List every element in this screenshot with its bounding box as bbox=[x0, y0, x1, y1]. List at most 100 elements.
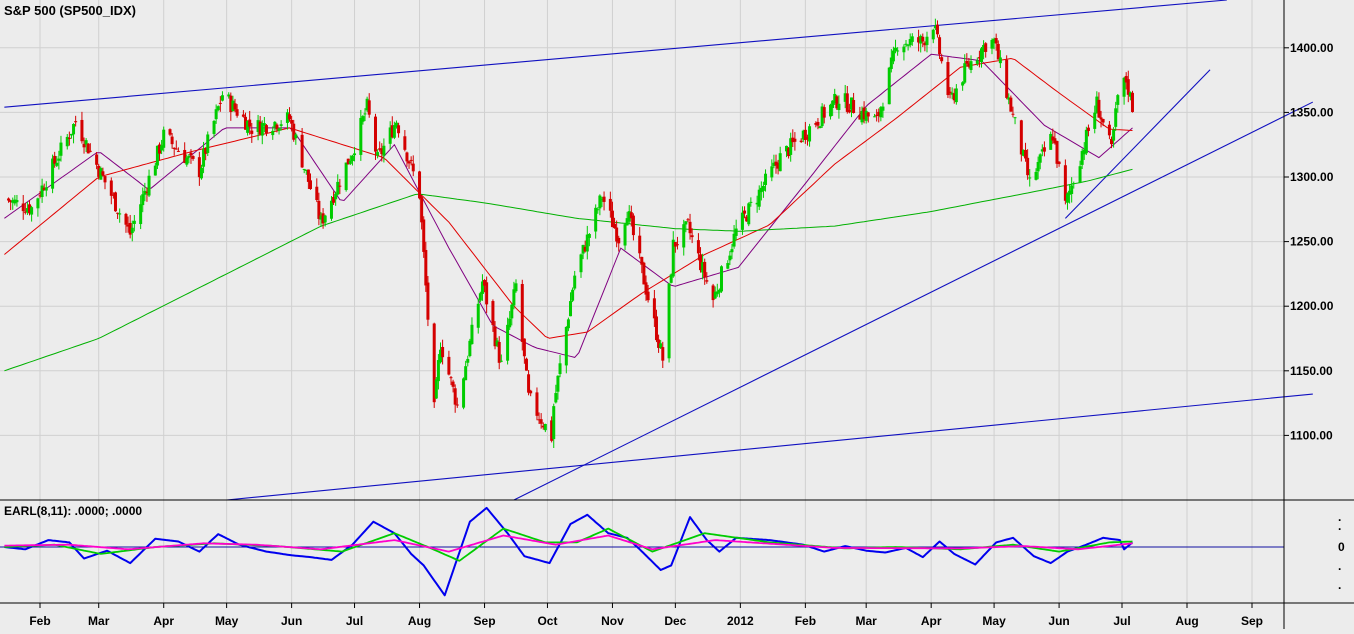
candle-body bbox=[332, 196, 336, 203]
candle-body bbox=[688, 221, 692, 234]
candle-body bbox=[124, 213, 128, 225]
candle-body bbox=[1051, 136, 1055, 141]
candle-body bbox=[65, 136, 69, 147]
candle-body bbox=[948, 91, 952, 94]
candle-body bbox=[376, 152, 380, 156]
candle-body bbox=[734, 228, 738, 236]
candle-body bbox=[462, 378, 466, 408]
candle-body bbox=[80, 119, 84, 142]
candle-body bbox=[139, 204, 143, 225]
candle-body bbox=[13, 199, 17, 204]
candle-body bbox=[191, 156, 195, 159]
candle-body bbox=[996, 43, 1000, 60]
candle-body bbox=[965, 61, 969, 64]
candle-body bbox=[520, 284, 524, 342]
candle-body bbox=[801, 130, 805, 140]
candle-body bbox=[671, 239, 675, 277]
x-tick-label: Jul bbox=[1113, 614, 1130, 628]
candle-body bbox=[176, 150, 180, 152]
candle-body bbox=[447, 356, 451, 375]
candle-body bbox=[1070, 185, 1074, 194]
candle-body bbox=[72, 124, 76, 135]
candle-body bbox=[495, 340, 499, 346]
candle-body bbox=[434, 379, 438, 399]
candle-body bbox=[610, 210, 614, 228]
candle-body bbox=[246, 120, 250, 133]
candle-body bbox=[654, 316, 658, 341]
candle-body bbox=[613, 223, 617, 229]
candle-body bbox=[426, 282, 430, 320]
candle-body bbox=[816, 121, 820, 126]
candle-body bbox=[998, 57, 1002, 64]
candle-body bbox=[294, 134, 298, 139]
candle-body bbox=[306, 169, 310, 182]
candle-body bbox=[558, 363, 562, 375]
candle-body bbox=[845, 93, 849, 112]
candle-body bbox=[441, 346, 445, 358]
candle-body bbox=[365, 98, 369, 111]
candle-body bbox=[829, 104, 833, 117]
candle-body bbox=[116, 212, 120, 214]
candle-body bbox=[15, 200, 19, 203]
x-tick-label: May bbox=[982, 614, 1006, 628]
candle-body bbox=[862, 107, 866, 120]
trendline[interactable] bbox=[1064, 69, 1211, 219]
candle-body bbox=[961, 82, 965, 86]
candle-body bbox=[550, 420, 554, 441]
candle-body bbox=[51, 158, 55, 189]
candle-body bbox=[271, 130, 275, 136]
candle-body bbox=[541, 425, 545, 428]
candle-body bbox=[388, 127, 392, 144]
candle-body bbox=[887, 67, 891, 105]
candle-body bbox=[231, 100, 235, 112]
candle-body bbox=[241, 114, 245, 117]
candle-body bbox=[543, 423, 547, 431]
candle-body bbox=[344, 162, 348, 191]
candlestick-layer bbox=[7, 18, 1134, 449]
candle-body bbox=[512, 289, 516, 306]
candle-body bbox=[290, 120, 294, 124]
indicator-tick-label: 0 bbox=[1338, 540, 1345, 554]
candle-body bbox=[873, 116, 877, 118]
y-tick-label: 1200.00 bbox=[1290, 299, 1334, 313]
candle-body bbox=[1097, 99, 1101, 118]
y-tick-label: 1350.00 bbox=[1290, 105, 1334, 119]
candle-body bbox=[407, 161, 411, 164]
candle-body bbox=[111, 194, 115, 196]
x-tick-label: Sep bbox=[474, 614, 496, 628]
candle-body bbox=[248, 119, 252, 127]
candle-body bbox=[141, 194, 145, 206]
candle-body bbox=[216, 106, 220, 111]
candle-body bbox=[308, 180, 312, 190]
candle-body bbox=[464, 366, 468, 381]
candle-body bbox=[682, 224, 686, 248]
candle-body bbox=[1084, 129, 1088, 154]
candle-body bbox=[1126, 79, 1130, 95]
candle-body bbox=[749, 201, 753, 203]
candle-body bbox=[436, 360, 440, 382]
trendline[interactable] bbox=[513, 101, 1314, 501]
candle-body bbox=[1065, 193, 1069, 203]
candle-body bbox=[843, 93, 847, 102]
candle-body bbox=[30, 207, 34, 215]
candle-body bbox=[279, 124, 283, 126]
candle-body bbox=[673, 241, 677, 247]
candle-body bbox=[394, 122, 398, 128]
candle-body bbox=[109, 180, 113, 196]
candle-body bbox=[1026, 157, 1030, 176]
indicator-tick-label: . bbox=[1338, 519, 1341, 533]
candle-body bbox=[506, 324, 510, 361]
candle-body bbox=[657, 339, 661, 348]
candle-body bbox=[940, 57, 944, 62]
trendline[interactable] bbox=[4, 0, 1227, 108]
candle-body bbox=[858, 115, 862, 120]
candle-body bbox=[715, 291, 719, 295]
candle-body bbox=[206, 134, 210, 153]
candle-body bbox=[1036, 162, 1040, 172]
trendline[interactable] bbox=[226, 393, 1313, 501]
candle-body bbox=[615, 227, 619, 242]
candle-body bbox=[764, 173, 768, 186]
candle-body bbox=[1063, 165, 1067, 201]
candle-body bbox=[424, 250, 428, 286]
